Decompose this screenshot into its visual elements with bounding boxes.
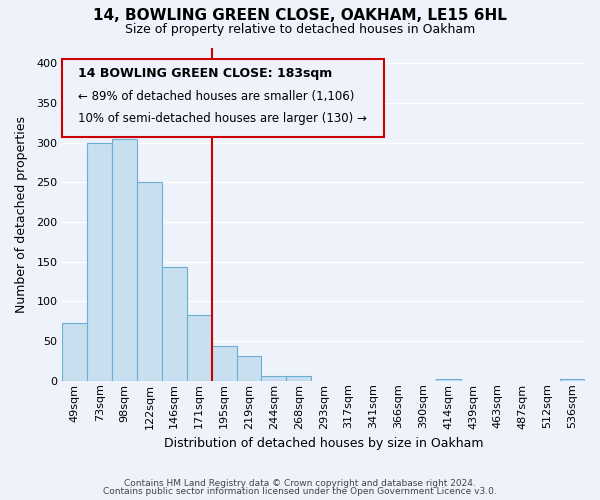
Bar (236, 356, 262, 381)
Text: 14 BOWLING GREEN CLOSE: 183sqm: 14 BOWLING GREEN CLOSE: 183sqm (78, 68, 332, 80)
Bar (137, 182, 162, 381)
FancyBboxPatch shape (62, 59, 384, 138)
Bar (62, 323, 87, 381)
Text: Size of property relative to detached houses in Oakham: Size of property relative to detached ho… (125, 22, 475, 36)
Bar (212, 346, 236, 381)
Bar (87, 142, 112, 381)
Bar (560, 379, 585, 381)
Bar (436, 379, 461, 381)
Text: ← 89% of detached houses are smaller (1,106): ← 89% of detached houses are smaller (1,… (78, 90, 355, 103)
Bar (162, 266, 187, 381)
Y-axis label: Number of detached properties: Number of detached properties (15, 116, 28, 312)
Text: Contains HM Land Registry data © Crown copyright and database right 2024.: Contains HM Land Registry data © Crown c… (124, 478, 476, 488)
Bar (187, 315, 212, 381)
X-axis label: Distribution of detached houses by size in Oakham: Distribution of detached houses by size … (164, 437, 484, 450)
Text: 14, BOWLING GREEN CLOSE, OAKHAM, LE15 6HL: 14, BOWLING GREEN CLOSE, OAKHAM, LE15 6H… (93, 8, 507, 22)
Bar (262, 376, 286, 381)
Bar (286, 376, 311, 381)
Text: 10% of semi-detached houses are larger (130) →: 10% of semi-detached houses are larger (… (78, 112, 367, 125)
Bar (112, 139, 137, 381)
Text: Contains public sector information licensed under the Open Government Licence v3: Contains public sector information licen… (103, 487, 497, 496)
